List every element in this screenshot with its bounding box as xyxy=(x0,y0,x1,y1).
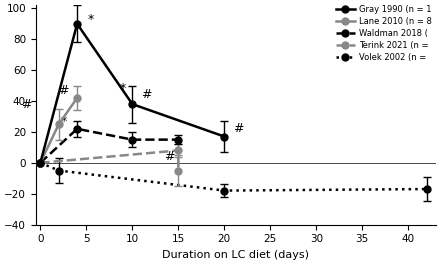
Text: *: * xyxy=(120,82,126,95)
Text: #: # xyxy=(164,150,174,163)
Text: #: # xyxy=(233,122,243,135)
Text: #: # xyxy=(141,88,151,101)
Legend: Gray 1990 (n = 1, Lane 2010 (n = 8, Waldman 2018 (, Terink 2021 (n =, Volek 2002: Gray 1990 (n = 1, Lane 2010 (n = 8, Wald… xyxy=(336,5,432,62)
X-axis label: Duration on LC diet (days): Duration on LC diet (days) xyxy=(162,250,309,260)
Text: *: * xyxy=(60,115,66,128)
Text: #: # xyxy=(21,98,32,111)
Text: #: # xyxy=(58,84,69,97)
Text: *: * xyxy=(88,13,94,26)
